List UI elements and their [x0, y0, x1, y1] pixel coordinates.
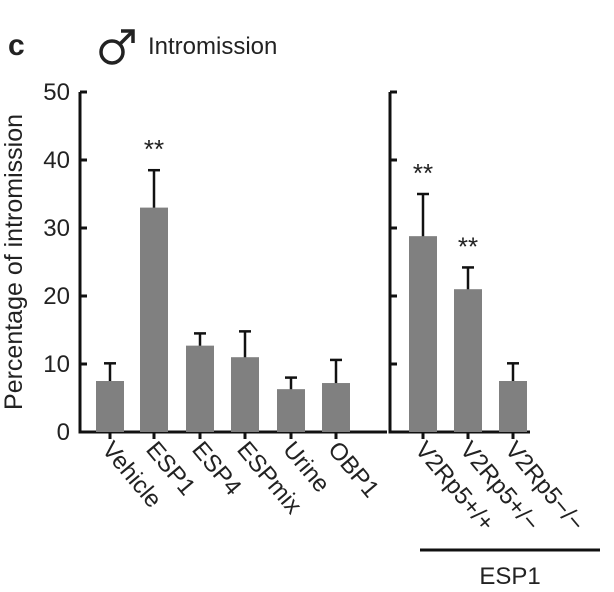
group-label: ESP1	[479, 563, 540, 590]
bar	[454, 289, 482, 432]
y-tick-label: 50	[43, 79, 70, 106]
x-tick-label: OBP1	[322, 437, 384, 503]
y-tick-label: 30	[43, 215, 70, 242]
bar	[409, 236, 437, 432]
bar	[231, 357, 259, 432]
x-tick-label: ESP4	[186, 437, 246, 501]
significance-marker: **	[458, 231, 478, 261]
y-axis-ticks: 0 10 20 30 40 50	[43, 79, 70, 446]
chart-panels: Vehicle**ESP1ESP4ESPmixUrineOBP1**V2Rp5+…	[78, 90, 600, 590]
y-tick-label: 20	[43, 283, 70, 310]
significance-marker: **	[413, 158, 433, 188]
male-symbol-icon	[99, 29, 135, 65]
bar	[499, 381, 527, 432]
bar	[277, 389, 305, 432]
significance-marker: **	[144, 134, 164, 164]
panel-2: **V2Rp5+/+**V2Rp5+/−V2Rp5−/−ESP1	[388, 90, 600, 590]
chart-title: Intromission	[148, 33, 277, 60]
bar	[322, 383, 350, 432]
bar	[96, 381, 124, 432]
bar	[140, 207, 168, 432]
y-tick-label: 40	[43, 147, 70, 174]
bar	[186, 345, 214, 432]
y-tick-label: 0	[57, 419, 70, 446]
panel-letter: c	[8, 29, 25, 62]
y-tick-label: 10	[43, 351, 70, 378]
y-axis-label: Percentage of intromission	[0, 114, 28, 410]
